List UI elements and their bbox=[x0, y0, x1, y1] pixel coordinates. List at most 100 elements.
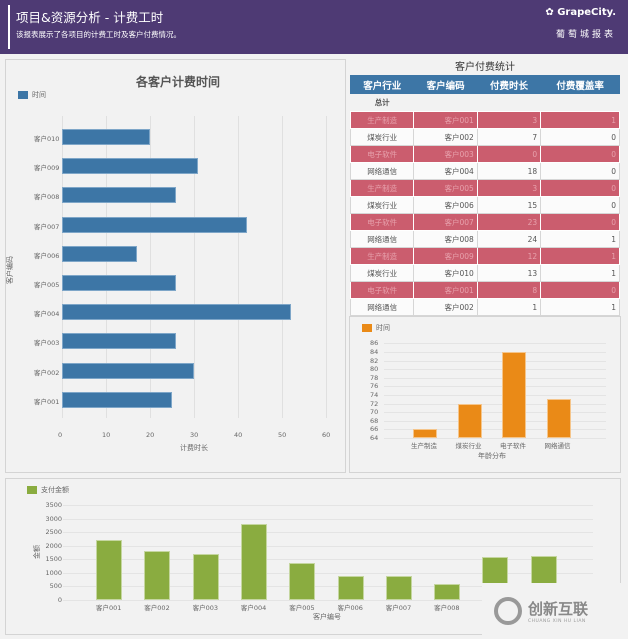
col-rate: 付费覆盖率 bbox=[540, 75, 620, 94]
gridline bbox=[384, 412, 606, 414]
gridline bbox=[384, 395, 606, 396]
cell-rate: 1 bbox=[540, 298, 620, 316]
bar bbox=[62, 304, 291, 321]
cell-hours: 1 bbox=[476, 298, 542, 316]
bar bbox=[62, 275, 177, 291]
cell-industry: 生产制造 bbox=[349, 111, 415, 129]
bar bbox=[337, 575, 364, 600]
y-tick: 78 bbox=[370, 373, 379, 382]
cell-code: 客户001 bbox=[413, 111, 478, 129]
y-tick: 客户009 bbox=[34, 164, 60, 173]
y-tick: 500 bbox=[49, 582, 62, 591]
x-tick: 0 bbox=[58, 431, 63, 439]
table-row: 电子软件 客户001 8 0 bbox=[349, 281, 620, 299]
bar bbox=[62, 333, 177, 350]
gridline bbox=[63, 586, 593, 588]
table-row: 生产制造 客户001 3 1 bbox=[349, 111, 620, 129]
table-row: 网络通信 客户008 24 1 bbox=[349, 230, 620, 248]
gridline bbox=[384, 403, 606, 405]
y-tick: 客户005 bbox=[34, 281, 60, 289]
y-tick: 86 bbox=[370, 339, 379, 348]
cell-hours: 18 bbox=[476, 162, 542, 180]
bar bbox=[96, 540, 122, 600]
chart-legend: 时间 bbox=[362, 323, 390, 333]
y-tick: 68 bbox=[370, 416, 379, 425]
cell-code: 客户008 bbox=[413, 230, 478, 248]
x-tick: 客户008 bbox=[434, 604, 460, 612]
cell-code: 客户003 bbox=[413, 145, 478, 163]
cell-industry: 煤炭行业 bbox=[349, 196, 415, 214]
cell-rate: 1 bbox=[540, 264, 620, 282]
table-row: 电子软件 客户007 23 0 bbox=[349, 213, 620, 231]
bar bbox=[62, 129, 150, 145]
x-tick: 客户006 bbox=[337, 604, 363, 612]
y-tick: 82 bbox=[370, 356, 379, 365]
gridline bbox=[384, 369, 606, 371]
cell-rate: 0 bbox=[540, 162, 620, 180]
total-label: 总计 bbox=[350, 93, 414, 112]
cell-rate: 0 bbox=[540, 196, 620, 214]
y-tick: 64 bbox=[370, 434, 379, 442]
logo-icon: ✿ bbox=[545, 7, 558, 18]
legend-swatch bbox=[362, 324, 372, 332]
table-title: 客户付费统计 bbox=[455, 62, 515, 73]
report-header: 项目&资源分析 - 计费工时 该报表展示了各项目的计费工时及客户付费情况。 ✿ … bbox=[0, 0, 628, 54]
x-tick: 客户001 bbox=[96, 604, 122, 612]
cell-hours: 12 bbox=[476, 247, 542, 265]
cell-industry: 电子软件 bbox=[349, 145, 415, 163]
x-tick: 20 bbox=[146, 431, 155, 439]
gridline bbox=[62, 116, 63, 418]
bar bbox=[62, 362, 194, 379]
gridline bbox=[63, 505, 593, 506]
x-axis-title: 客户编号 bbox=[313, 613, 341, 621]
x-axis-title: 年龄分布 bbox=[478, 452, 506, 460]
cell-industry: 生产制造 bbox=[349, 179, 415, 197]
gridline bbox=[384, 377, 606, 379]
gridline bbox=[384, 429, 606, 431]
cell-hours: 8 bbox=[476, 281, 542, 299]
cell-hours: 7 bbox=[476, 128, 542, 146]
table-row: 网络通信 客户004 18 0 bbox=[349, 162, 620, 180]
y-tick: 2000 bbox=[45, 541, 62, 550]
table-row: 煤炭行业 客户006 15 0 bbox=[349, 196, 620, 214]
x-tick: 网络通信 bbox=[544, 442, 571, 450]
gridline bbox=[63, 600, 593, 601]
x-tick: 客户004 bbox=[240, 604, 267, 612]
customer-payment-table: 客户行业 客户编码 付费时长 付费覆盖率 总计 生产制造 客户001 3 1 煤炭行业客… bbox=[349, 75, 620, 316]
total-row: 总计 bbox=[350, 93, 620, 112]
page-title: 项目&资源分析 - 计费工时 bbox=[16, 10, 164, 25]
watermark: 创新互联 CHUANG XIN HU LIAN bbox=[482, 583, 628, 639]
watermark-logo-icon bbox=[494, 597, 522, 625]
bar bbox=[62, 187, 177, 204]
x-tick: 客户003 bbox=[192, 604, 219, 612]
cell-rate: 1 bbox=[540, 230, 620, 248]
x-tick: 煤炭行业 bbox=[455, 442, 482, 450]
customer-hours-chart-panel: 各客户计费时间 时间 0 10 20 30 40 50 60 客户001 客户002 客户003 客… bbox=[5, 59, 346, 473]
cell-industry: 煤炭行业 bbox=[349, 264, 415, 282]
y-tick: 客户006 bbox=[34, 251, 60, 260]
bar bbox=[192, 553, 219, 600]
gridline bbox=[282, 116, 283, 418]
legend-swatch bbox=[27, 486, 37, 494]
bar bbox=[413, 429, 437, 438]
x-tick: 30 bbox=[190, 431, 199, 439]
header-accent-bar bbox=[8, 5, 10, 49]
y-tick: 1000 bbox=[45, 568, 62, 577]
col-hours: 付费时长 bbox=[476, 75, 542, 94]
bar bbox=[62, 391, 172, 408]
gridline bbox=[384, 360, 606, 362]
y-tick: 客户001 bbox=[34, 397, 60, 406]
gridline bbox=[384, 343, 606, 345]
brand-label: 葡萄城报表 bbox=[555, 30, 616, 40]
bar bbox=[457, 403, 482, 438]
bar bbox=[62, 245, 137, 262]
cell-code: 客户007 bbox=[413, 213, 478, 231]
bar bbox=[502, 352, 526, 438]
table-row: 煤炭行业 客户002 7 0 bbox=[349, 128, 620, 146]
bar bbox=[144, 551, 171, 600]
cell-industry: 网络通信 bbox=[349, 298, 415, 316]
industry-chart-panel: 时间 86 84 82 80 78 76 74 72 70 68 66 64 生产制造 煤炭行业 电子软件 网… bbox=[349, 316, 621, 473]
cell-code: 客户010 bbox=[413, 264, 478, 282]
cell-rate: 1 bbox=[540, 247, 620, 265]
cell-hours: 15 bbox=[476, 196, 542, 214]
